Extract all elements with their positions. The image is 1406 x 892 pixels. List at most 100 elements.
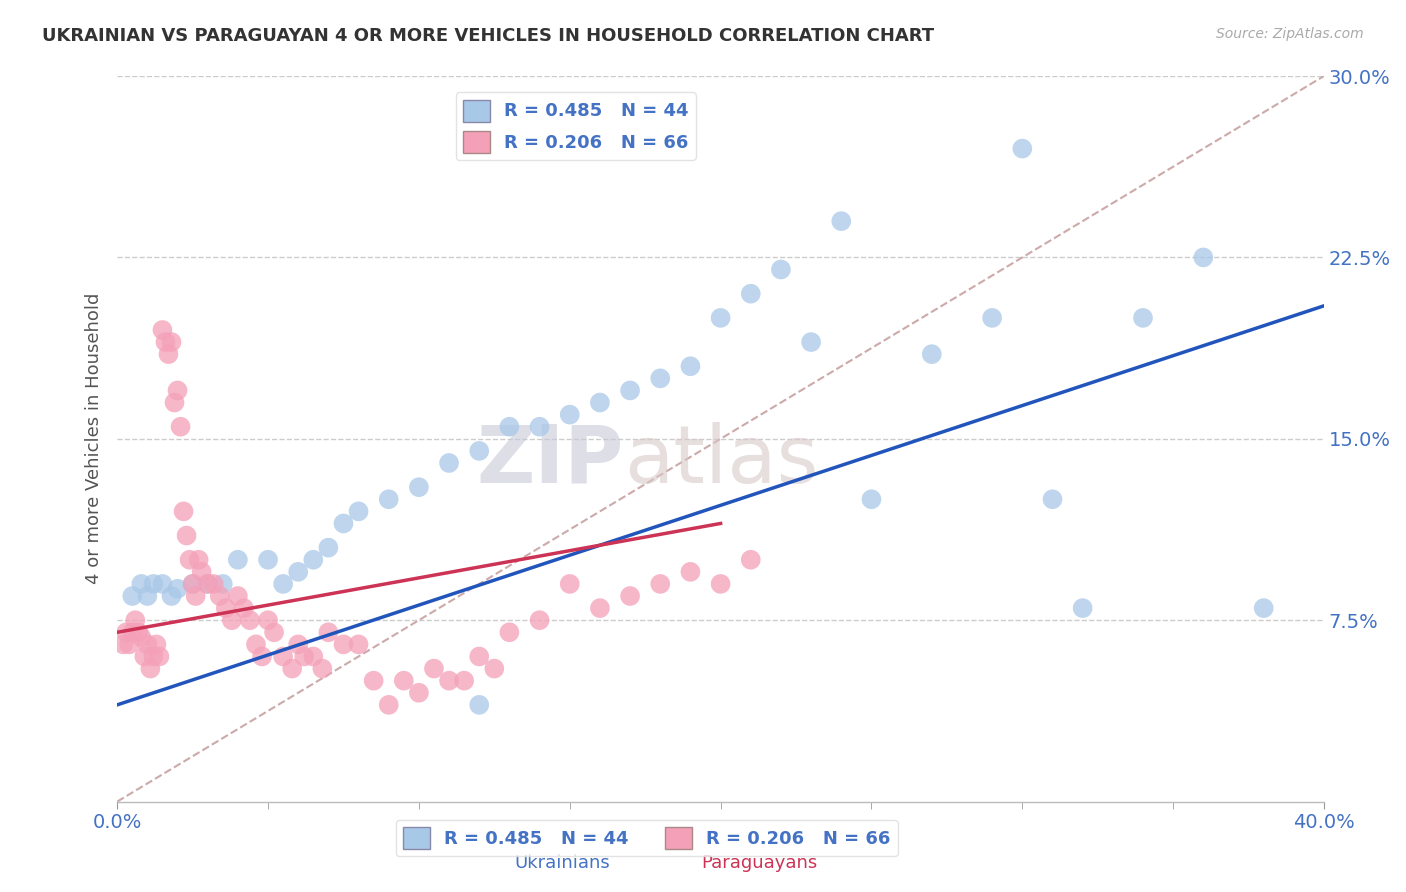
Point — [589, 601, 612, 615]
Point — [921, 347, 943, 361]
Point — [197, 577, 219, 591]
Point — [589, 395, 612, 409]
Point — [679, 565, 702, 579]
Point — [619, 384, 641, 398]
Point — [239, 613, 262, 627]
Point — [152, 577, 174, 591]
Point — [169, 419, 191, 434]
Point — [190, 565, 212, 579]
Point — [131, 577, 153, 591]
Point — [377, 492, 399, 507]
Point — [468, 698, 491, 712]
Point — [245, 637, 267, 651]
Point — [157, 347, 180, 361]
Point — [226, 553, 249, 567]
Point — [131, 630, 153, 644]
Point — [136, 589, 159, 603]
Point — [221, 613, 243, 627]
Point — [181, 577, 204, 591]
Point — [860, 492, 883, 507]
Point — [769, 262, 792, 277]
Point — [121, 625, 143, 640]
Point — [423, 662, 446, 676]
Point — [1071, 601, 1094, 615]
Point — [160, 589, 183, 603]
Point — [332, 516, 354, 531]
Point — [800, 334, 823, 349]
Point — [184, 589, 207, 603]
Point — [287, 637, 309, 651]
Point — [257, 613, 280, 627]
Text: UKRAINIAN VS PARAGUAYAN 4 OR MORE VEHICLES IN HOUSEHOLD CORRELATION CHART: UKRAINIAN VS PARAGUAYAN 4 OR MORE VEHICL… — [42, 27, 935, 45]
Point — [292, 649, 315, 664]
Point — [347, 504, 370, 518]
Point — [679, 359, 702, 374]
Point — [257, 553, 280, 567]
Point — [166, 384, 188, 398]
Point — [145, 637, 167, 651]
Point — [529, 613, 551, 627]
Point — [226, 589, 249, 603]
Point — [1253, 601, 1275, 615]
Point — [215, 601, 238, 615]
Point — [160, 334, 183, 349]
Point — [558, 577, 581, 591]
Point — [148, 649, 170, 664]
Point — [152, 323, 174, 337]
Point — [468, 443, 491, 458]
Point — [134, 649, 156, 664]
Point — [166, 582, 188, 596]
Point — [211, 577, 233, 591]
Point — [121, 589, 143, 603]
Text: ZIP: ZIP — [477, 422, 624, 500]
Point — [710, 577, 733, 591]
Point — [281, 662, 304, 676]
Point — [302, 649, 325, 664]
Point — [650, 577, 672, 591]
Point — [142, 577, 165, 591]
Text: Paraguayans: Paraguayans — [702, 855, 817, 872]
Point — [318, 625, 340, 640]
Point — [118, 637, 141, 651]
Point — [619, 589, 641, 603]
Point — [250, 649, 273, 664]
Point — [408, 686, 430, 700]
Point — [136, 637, 159, 651]
Point — [830, 214, 852, 228]
Point — [529, 419, 551, 434]
Point — [363, 673, 385, 688]
Text: Source: ZipAtlas.com: Source: ZipAtlas.com — [1216, 27, 1364, 41]
Point — [392, 673, 415, 688]
Point — [197, 577, 219, 591]
Point — [437, 673, 460, 688]
Point — [232, 601, 254, 615]
Text: Ukrainians: Ukrainians — [515, 855, 610, 872]
Point — [287, 565, 309, 579]
Point — [347, 637, 370, 651]
Point — [127, 625, 149, 640]
Point — [318, 541, 340, 555]
Point — [1042, 492, 1064, 507]
Point — [408, 480, 430, 494]
Point — [124, 613, 146, 627]
Point — [176, 528, 198, 542]
Point — [498, 419, 520, 434]
Point — [740, 286, 762, 301]
Point — [139, 662, 162, 676]
Point — [187, 553, 209, 567]
Point — [202, 577, 225, 591]
Point — [115, 625, 138, 640]
Point — [650, 371, 672, 385]
Legend: R = 0.485   N = 44, R = 0.206   N = 66: R = 0.485 N = 44, R = 0.206 N = 66 — [395, 820, 898, 856]
Point — [271, 649, 294, 664]
Point — [484, 662, 506, 676]
Point — [710, 310, 733, 325]
Point — [558, 408, 581, 422]
Point — [332, 637, 354, 651]
Point — [311, 662, 333, 676]
Point — [142, 649, 165, 664]
Text: atlas: atlas — [624, 422, 818, 500]
Legend: R = 0.485   N = 44, R = 0.206   N = 66: R = 0.485 N = 44, R = 0.206 N = 66 — [456, 92, 696, 160]
Point — [302, 553, 325, 567]
Point — [208, 589, 231, 603]
